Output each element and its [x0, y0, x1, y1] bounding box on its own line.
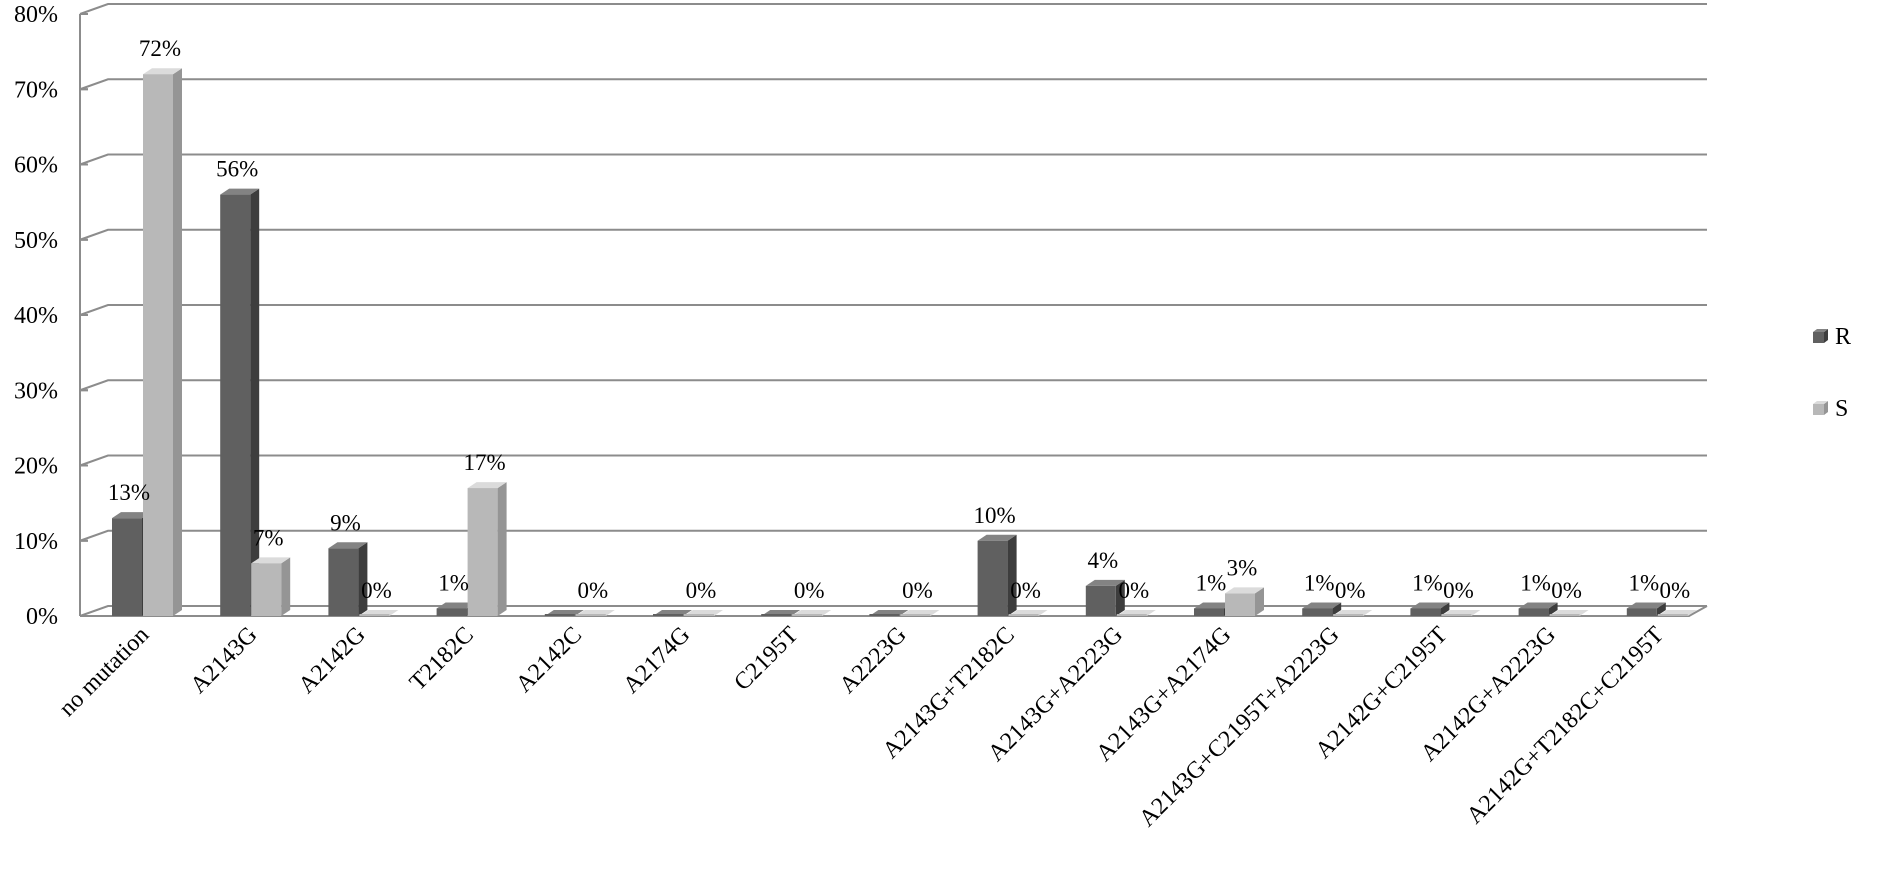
legend-label: R	[1835, 324, 1851, 350]
y-tick-label: 10%	[14, 529, 58, 555]
bar-R-14	[1518, 602, 1558, 616]
bar-R-10	[1085, 579, 1125, 616]
bar-R-13	[1410, 602, 1450, 616]
x-tick-label: A2223G	[835, 622, 912, 699]
data-label-R-14: 1%	[1520, 570, 1551, 595]
bar-R-6	[653, 610, 692, 616]
data-label-R-9: 10%	[974, 503, 1016, 528]
data-label-R-13: 1%	[1412, 570, 1443, 595]
x-tick-label: A2174G	[618, 622, 695, 699]
data-label-S-13: 0%	[1443, 578, 1474, 603]
gridline	[79, 605, 1707, 617]
gridline	[79, 78, 1707, 91]
bar-S-14	[1549, 610, 1589, 616]
data-label-S-15: 0%	[1659, 578, 1690, 603]
data-label-S-9: 0%	[1010, 578, 1041, 603]
bar-S-4	[467, 482, 507, 616]
legend-swatch	[1813, 404, 1824, 415]
data-label-R-11: 1%	[1196, 570, 1227, 595]
bar-S-8	[900, 610, 940, 616]
bar-S-15	[1657, 610, 1697, 616]
bar-S-9	[1008, 610, 1048, 616]
bars	[112, 68, 1697, 616]
bar-S-11	[1225, 587, 1264, 616]
bar-R-5	[544, 610, 584, 616]
bar-S-1	[143, 68, 182, 616]
bar-S-13	[1441, 610, 1481, 616]
data-label-R-1: 13%	[108, 480, 150, 505]
gridline	[79, 153, 1707, 166]
bar-S-12	[1333, 610, 1373, 616]
bar-R-7	[761, 610, 801, 616]
legend-swatch	[1813, 332, 1824, 343]
data-label-S-12: 0%	[1335, 578, 1366, 603]
data-label-R-3: 9%	[330, 510, 361, 535]
legend: RS	[1813, 324, 1851, 422]
data-label-S-8: 0%	[902, 578, 933, 603]
data-label-R-12: 1%	[1304, 570, 1335, 595]
x-tick-label: T2182C	[405, 622, 479, 696]
data-label-S-4: 17%	[464, 450, 506, 475]
data-label-R-2: 56%	[216, 157, 258, 182]
x-tick-label: no mutation	[54, 622, 154, 722]
data-label-S-10: 0%	[1118, 578, 1149, 603]
bar-R-9	[977, 534, 1017, 616]
x-tick-label: A2143G+C2195T+A2223G	[1134, 622, 1344, 832]
gridlines	[79, 3, 1708, 617]
y-tick-label: 60%	[14, 153, 58, 179]
x-tick-label: A2142G+T2182C+C2195T	[1462, 622, 1669, 829]
data-label-S-2: 7%	[253, 525, 284, 550]
y-tick-label: 30%	[14, 378, 58, 404]
data-label-S-6: 0%	[686, 578, 717, 603]
data-label-R-10: 4%	[1087, 548, 1118, 573]
x-tick-label: C2195T	[729, 622, 803, 696]
bar-R-15	[1626, 602, 1666, 616]
bar-S-7	[792, 610, 832, 616]
data-label-S-11: 3%	[1227, 555, 1258, 580]
y-axis-tick-labels: 0% 10% 20% 30% 40% 50% 60% 70% 80%	[14, 2, 58, 630]
bar-R-2	[220, 188, 260, 616]
data-label-S-7: 0%	[794, 578, 825, 603]
gridline	[79, 454, 1707, 467]
y-tick-label: 80%	[14, 2, 58, 28]
y-tick-label: 20%	[14, 454, 58, 480]
y-tick-label: 50%	[14, 228, 58, 254]
legend-label: S	[1835, 396, 1848, 422]
x-tick-label: A2142C	[511, 622, 587, 698]
gridline	[79, 529, 1707, 542]
bar-R-8	[869, 610, 909, 616]
data-label-S-14: 0%	[1551, 578, 1582, 603]
data-label-S-1: 72%	[139, 36, 181, 61]
gridline	[79, 379, 1707, 392]
legend-item-R: R	[1813, 324, 1851, 350]
gridline	[79, 304, 1707, 316]
data-label-S-5: 0%	[577, 578, 608, 603]
y-tick-label: 40%	[14, 303, 58, 329]
x-tick-label: A2143G	[186, 622, 263, 699]
y-tick-label: 70%	[14, 77, 58, 103]
legend-item-S: S	[1813, 396, 1848, 422]
data-label-S-3: 0%	[361, 578, 392, 603]
bar-S-2	[251, 557, 291, 616]
x-axis-tick-labels: no mutation A2143G A2142G T2182C A2142C A2174…	[54, 622, 1669, 832]
bar-R-3	[328, 542, 368, 616]
x-tick-label: A2142G	[294, 622, 371, 699]
gridline	[79, 3, 1707, 15]
bar-R-12	[1302, 602, 1342, 616]
bar-S-5	[575, 610, 615, 616]
data-label-R-4: 1%	[438, 570, 469, 595]
data-labels: 13%72%56%7%9%0% 1%17%0% 0% 0% 0%10%0%4%0% 1%3…	[108, 36, 1690, 603]
data-label-R-15: 1%	[1628, 570, 1659, 595]
x-axis-line	[80, 605, 1708, 617]
y-tick-label: 0%	[26, 604, 58, 630]
bar-S-10	[1116, 610, 1156, 616]
bar-S-3	[359, 610, 399, 616]
gridline	[79, 228, 1707, 241]
bar-S-6	[684, 610, 723, 616]
